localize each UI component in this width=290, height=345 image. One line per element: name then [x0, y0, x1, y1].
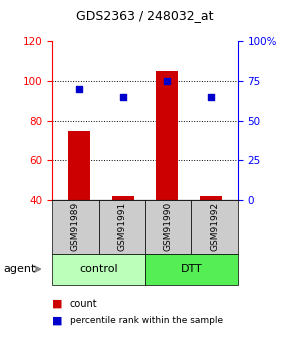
Text: agent: agent: [3, 264, 35, 274]
Text: GSM91989: GSM91989: [71, 202, 80, 252]
Bar: [68, 131, 90, 200]
Point: [76, 86, 81, 92]
Bar: [156, 71, 178, 200]
Bar: [112, 196, 134, 200]
Text: percentile rank within the sample: percentile rank within the sample: [70, 316, 223, 325]
Text: GSM91990: GSM91990: [164, 202, 173, 252]
Bar: [200, 196, 222, 200]
Text: ■: ■: [52, 299, 63, 308]
Text: DTT: DTT: [180, 264, 202, 274]
Text: ■: ■: [52, 316, 63, 326]
Text: count: count: [70, 299, 97, 308]
Text: GSM91991: GSM91991: [117, 202, 126, 252]
Text: control: control: [79, 264, 118, 274]
Text: GSM91992: GSM91992: [210, 202, 219, 252]
Text: GDS2363 / 248032_at: GDS2363 / 248032_at: [76, 9, 214, 22]
Point: [121, 94, 125, 100]
Point: [209, 94, 214, 100]
Point: [165, 78, 169, 84]
